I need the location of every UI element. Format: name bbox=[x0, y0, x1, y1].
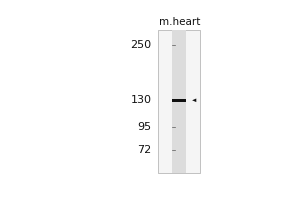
Text: 95: 95 bbox=[137, 122, 152, 132]
Text: 250: 250 bbox=[130, 40, 152, 50]
Text: m.heart: m.heart bbox=[159, 17, 200, 27]
Bar bbox=[172, 99, 186, 102]
Text: 72: 72 bbox=[137, 145, 152, 155]
Bar bbox=[158, 30, 200, 173]
Bar bbox=[172, 30, 186, 173]
Polygon shape bbox=[192, 98, 196, 102]
Text: 130: 130 bbox=[130, 95, 152, 105]
